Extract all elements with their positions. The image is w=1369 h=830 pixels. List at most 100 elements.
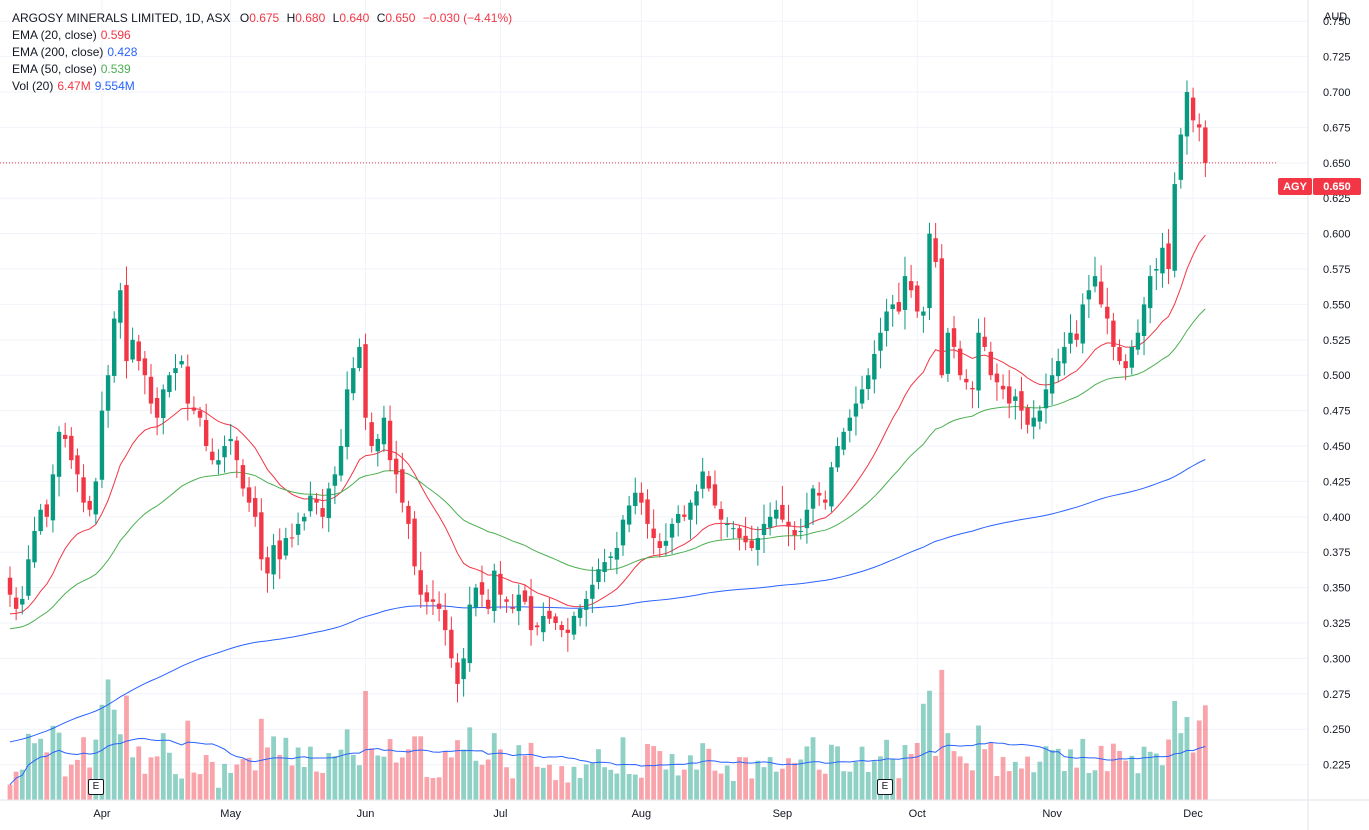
- volume-bar: [418, 736, 424, 800]
- candle-body: [596, 569, 601, 583]
- candle-body: [890, 304, 895, 310]
- ema20-label: EMA (20, close): [12, 28, 97, 42]
- volume-bar: [179, 778, 185, 800]
- time-axis[interactable]: Apr May Jun Jul Aug Sep Oct Nov Dec: [93, 808, 1203, 820]
- volume-bar: [853, 761, 859, 800]
- candle-body: [492, 570, 497, 612]
- y-tick-label: 0.650: [1323, 158, 1351, 170]
- volume-bar: [197, 774, 203, 800]
- high-label: H: [286, 11, 296, 25]
- earnings-marker[interactable]: E: [877, 779, 893, 795]
- volume-bar: [295, 747, 301, 800]
- volume-value: 6.47M: [57, 79, 91, 93]
- volume-bar: [99, 704, 105, 800]
- candle-body: [50, 474, 56, 521]
- candle-body: [792, 530, 797, 536]
- volume-bar: [878, 756, 883, 800]
- candle-body: [639, 492, 644, 503]
- candle-body: [1006, 386, 1012, 404]
- volume-bar: [596, 749, 601, 800]
- volume-bar: [516, 745, 522, 800]
- volume-bar: [148, 757, 154, 800]
- candle-body: [259, 512, 264, 560]
- volume-bar: [240, 759, 246, 800]
- volume-bar: [976, 725, 981, 800]
- volume-bar: [547, 764, 552, 800]
- volume-bar: [166, 752, 172, 800]
- ema200-value: 0.428: [107, 45, 138, 59]
- candle-body: [951, 328, 957, 347]
- candle-body: [1197, 124, 1202, 128]
- volume-bar: [963, 763, 969, 800]
- volume-bar: [626, 773, 632, 800]
- candle-body: [485, 599, 491, 609]
- candle-body: [614, 547, 620, 560]
- earnings-marker[interactable]: E: [88, 779, 104, 795]
- volume-bar: [246, 757, 252, 800]
- close-label: C: [376, 11, 386, 25]
- volume-bar: [461, 749, 467, 800]
- x-tick-label: Nov: [1042, 808, 1062, 820]
- candle-body: [93, 481, 99, 515]
- candle-body: [1123, 361, 1128, 369]
- y-tick-label: 0.500: [1323, 370, 1351, 382]
- candle-body: [602, 562, 607, 572]
- volume-bar: [491, 733, 497, 800]
- volume-bar: [406, 749, 411, 800]
- candle-body: [69, 435, 74, 461]
- volume-bar: [773, 771, 779, 800]
- candle-body: [577, 608, 583, 618]
- volume-bar: [933, 755, 939, 800]
- volume-bar: [914, 743, 920, 800]
- candle-body: [976, 332, 981, 391]
- volume-bar: [786, 758, 791, 800]
- price-axis[interactable]: 0.225 0.250 0.275 0.300 0.325 0.350 0.375 0.400…: [1323, 16, 1351, 771]
- y-tick-label: 0.350: [1323, 583, 1351, 595]
- volume-bar: [706, 748, 712, 800]
- volume-bar: [577, 777, 583, 800]
- candle-body: [449, 629, 454, 659]
- candle-body: [988, 351, 993, 376]
- volume-bar: [1025, 756, 1030, 800]
- volume-bar: [203, 755, 209, 800]
- candle-body: [234, 440, 240, 461]
- indicator-ema200[interactable]: EMA (200, close) 0.428: [12, 44, 512, 61]
- y-tick-label: 0.450: [1323, 441, 1351, 453]
- indicator-ema50[interactable]: EMA (50, close) 0.539: [12, 61, 512, 78]
- candle-body: [381, 417, 387, 445]
- y-tick-label: 0.725: [1323, 52, 1351, 64]
- candle-body: [7, 577, 13, 595]
- volume-bar: [522, 755, 528, 800]
- volume-bar: [350, 754, 356, 800]
- candle-body: [921, 311, 926, 316]
- volume-bar: [369, 748, 375, 800]
- candle-body: [210, 451, 215, 461]
- ema20-line: [9, 234, 1206, 615]
- volume-label: Vol (20): [12, 79, 54, 93]
- volume-bar: [111, 709, 117, 800]
- volume-bar: [332, 756, 338, 800]
- candle-body: [866, 375, 871, 390]
- indicator-volume[interactable]: Vol (20) 6.47M 9.554M: [12, 78, 512, 95]
- volume-bar: [1184, 717, 1190, 800]
- candle-body: [136, 341, 141, 362]
- price-tag-value: 0.650: [1323, 181, 1351, 193]
- candle-body: [1147, 276, 1153, 309]
- volume-bar: [792, 762, 798, 800]
- candle-body: [737, 528, 742, 539]
- candle-body: [320, 508, 325, 517]
- candle-body: [541, 615, 546, 633]
- chart-grid: [0, 0, 1308, 800]
- candle-body: [289, 537, 295, 539]
- candle-body: [302, 516, 307, 522]
- candle-body: [731, 528, 736, 530]
- candle-body: [467, 604, 472, 664]
- currency-label: AUD: [1324, 11, 1348, 23]
- x-tick-label: Apr: [93, 808, 110, 820]
- volume-bar: [32, 743, 37, 800]
- indicator-ema20[interactable]: EMA (20, close) 0.596: [12, 27, 512, 44]
- y-tick-label: 0.250: [1323, 724, 1351, 736]
- volume-bar: [448, 757, 454, 800]
- candle-body: [841, 431, 846, 450]
